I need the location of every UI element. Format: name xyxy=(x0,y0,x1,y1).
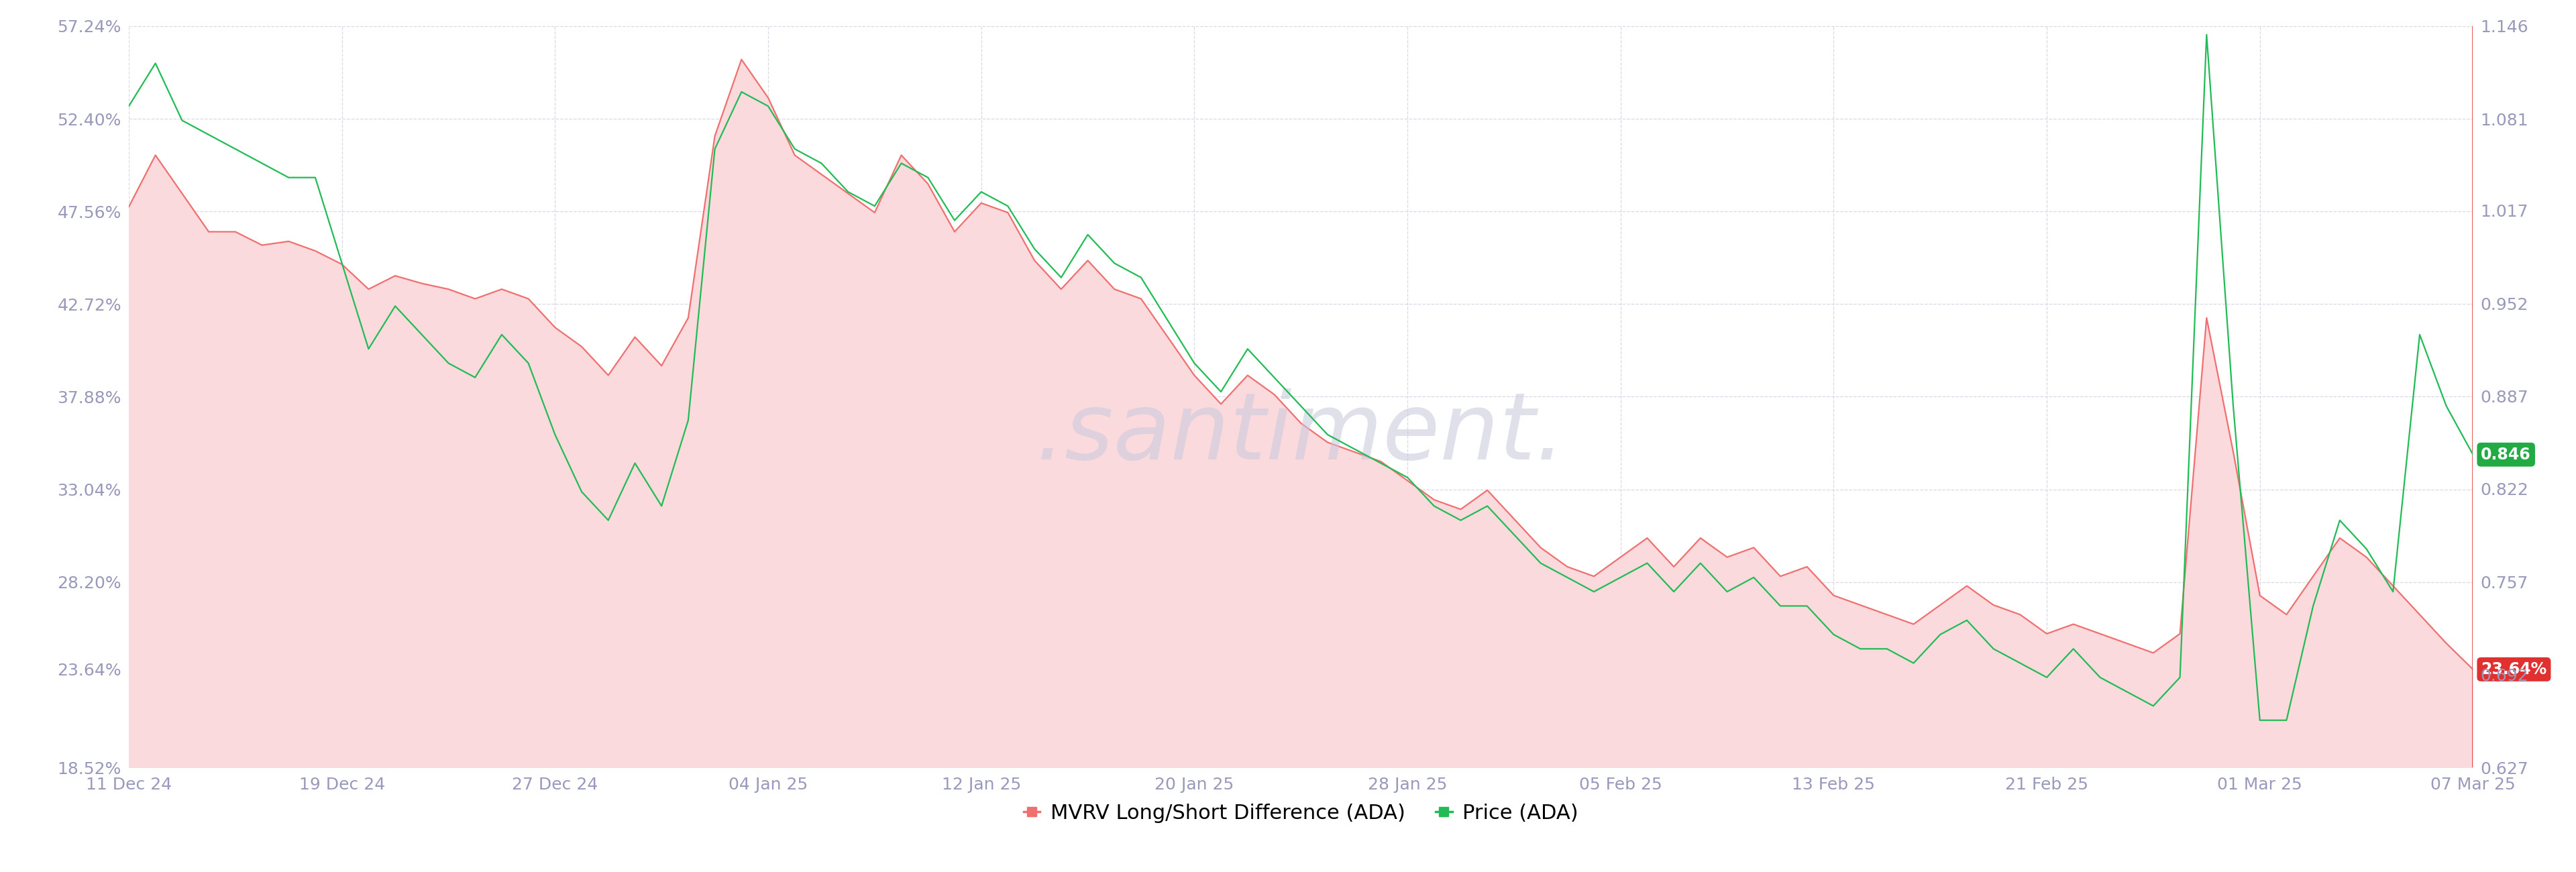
Text: 0.846: 0.846 xyxy=(2481,446,2532,463)
Text: .santiment.: .santiment. xyxy=(1036,389,1566,479)
Text: 23.64%: 23.64% xyxy=(2481,661,2548,678)
Legend: MVRV Long/Short Difference (ADA), Price (ADA): MVRV Long/Short Difference (ADA), Price … xyxy=(1015,795,1587,831)
